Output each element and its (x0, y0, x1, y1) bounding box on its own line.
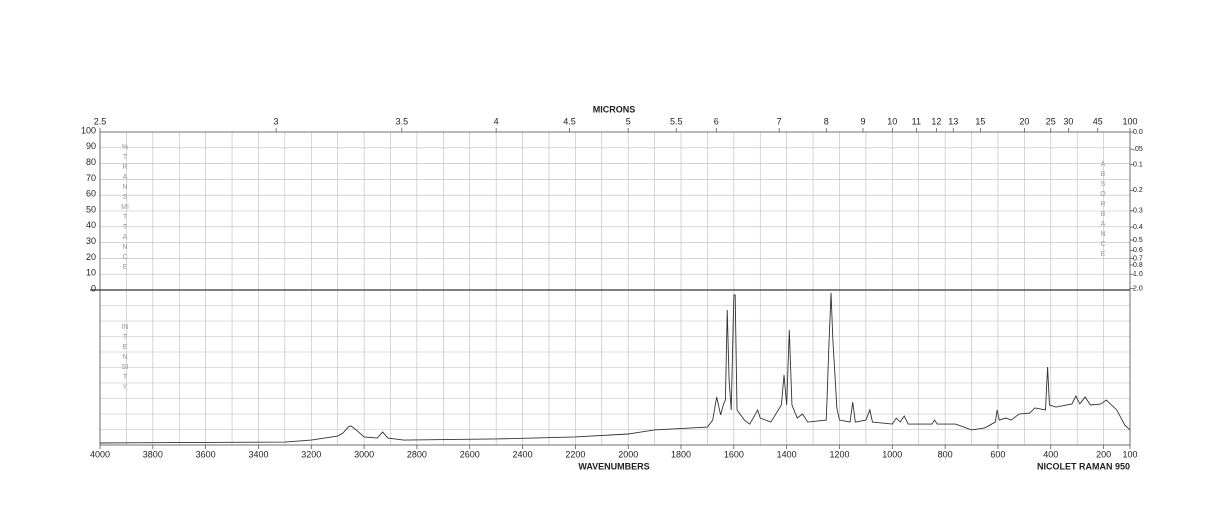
x-tick-label: 100 (1122, 449, 1137, 459)
micron-tick-label: 12 (931, 116, 941, 126)
micron-tick-label: 9 (860, 116, 865, 126)
y-tick-label: 60 (86, 189, 96, 199)
micron-tick-label: 15 (975, 116, 985, 126)
x-tick-label: 2600 (460, 449, 480, 459)
y-tick-label: 100 (81, 125, 96, 135)
absorbance-tick-label: 1.0 (1133, 271, 1143, 278)
intensity-label: INTENSITY (121, 324, 129, 391)
x-tick-label: 1800 (671, 449, 691, 459)
absorbance-tick-label: .05 (1133, 146, 1143, 153)
micron-tick-label: 10 (887, 116, 897, 126)
x-axis-title: WAVENUMBERS (578, 461, 649, 471)
absorbance-tick-label: 0.3 (1133, 208, 1143, 215)
absorbance-tick-label: 0.7 (1133, 255, 1143, 262)
x-tick-label: 2000 (618, 449, 638, 459)
micron-tick-label: 25 (1046, 116, 1056, 126)
micron-tick-label: 13 (948, 116, 958, 126)
micron-tick-label: 6 (714, 116, 719, 126)
instrument-note: NICOLET RAMAN 950 (1037, 461, 1130, 471)
absorbance-label: ABSORBANCE (1100, 161, 1106, 258)
absorbance-tick-label: 2.0 (1133, 285, 1143, 292)
x-tick-label: 200 (1096, 449, 1111, 459)
y-tick-label: 0 (91, 283, 96, 293)
x-tick-label: 3000 (354, 449, 374, 459)
x-tick-label: 2800 (407, 449, 427, 459)
absorbance-tick-label: 0.0 (1133, 129, 1143, 136)
x-tick-label: 3600 (196, 449, 216, 459)
transmittance-label: %TRANSMITTANCE (121, 144, 129, 271)
micron-tick-label: 30 (1063, 116, 1073, 126)
absorbance-tick-label: 0.1 (1133, 161, 1143, 168)
y-tick-label: 10 (86, 268, 96, 278)
absorbance-tick-label: 0.4 (1133, 224, 1143, 231)
x-tick-label: 1600 (724, 449, 744, 459)
x-tick-label: 1400 (777, 449, 797, 459)
spectrum-line (99, 292, 1131, 444)
x-tick-label: 800 (938, 449, 953, 459)
x-tick-label: 2200 (565, 449, 585, 459)
micron-tick-label: 11 (912, 116, 921, 126)
micron-tick-label: 3 (274, 116, 279, 126)
micron-tick-label: 100 (1122, 116, 1137, 126)
micron-tick-label: 20 (1019, 116, 1029, 126)
y-tick-label: 80 (86, 157, 96, 167)
y-tick-label: 30 (86, 236, 96, 246)
micron-tick-label: 5 (626, 116, 631, 126)
micron-tick-label: 7 (777, 116, 782, 126)
x-tick-label: 3400 (248, 449, 268, 459)
x-tick-label: 3800 (143, 449, 163, 459)
absorbance-tick-label: 0.8 (1133, 262, 1143, 269)
x-tick-label: 600 (990, 449, 1005, 459)
absorbance-tick-label: 0.2 (1133, 187, 1143, 194)
micron-tick-label: 8 (824, 116, 829, 126)
x-tick-label: 1200 (829, 449, 849, 459)
y-tick-label: 50 (86, 204, 96, 214)
x-tick-label: 2400 (513, 449, 533, 459)
x-tick-label: 1000 (882, 449, 902, 459)
x-tick-label: 400 (1043, 449, 1058, 459)
absorbance-tick-label: 0.5 (1133, 237, 1143, 244)
micron-tick-label: 2.5 (94, 116, 107, 126)
x-tick-label: 4000 (90, 449, 110, 459)
micron-tick-label: 3.5 (396, 116, 409, 126)
micron-tick-label: 4.5 (563, 116, 576, 126)
plot-frame (99, 131, 1131, 446)
micron-tick-label: 4 (494, 116, 499, 126)
top-axis-title: MICRONS (593, 104, 636, 114)
y-tick-label: 40 (86, 220, 96, 230)
micron-tick-label: 45 (1093, 116, 1103, 126)
x-tick-label: 3200 (301, 449, 321, 459)
y-tick-label: 20 (86, 252, 96, 262)
micron-tick-label: 5.5 (670, 116, 683, 126)
y-tick-label: 70 (86, 173, 96, 183)
absorbance-tick-label: 0.6 (1133, 247, 1143, 254)
y-tick-label: 90 (86, 141, 96, 151)
